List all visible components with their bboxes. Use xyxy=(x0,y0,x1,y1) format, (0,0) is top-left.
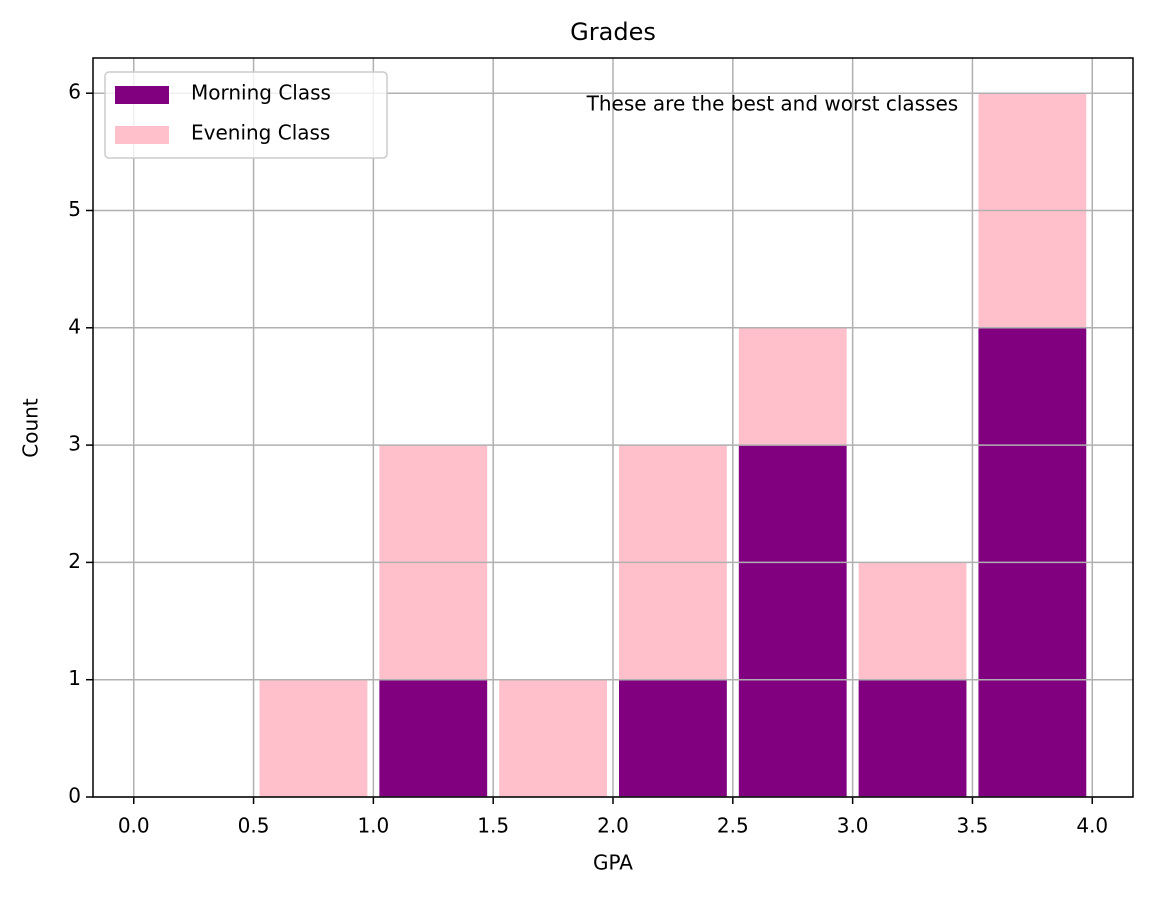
legend-swatch xyxy=(115,126,169,144)
legend-label: Morning Class xyxy=(191,81,331,105)
legend-box xyxy=(104,71,388,159)
y-tick-label: 6 xyxy=(68,80,81,104)
x-tick-label: 3.5 xyxy=(957,814,989,838)
x-tick-label: 1.5 xyxy=(477,814,509,838)
x-tick-label: 2.0 xyxy=(597,814,629,838)
plot-frame xyxy=(92,57,1134,798)
y-tick-label: 3 xyxy=(68,432,81,456)
bar xyxy=(858,562,967,680)
bar xyxy=(738,445,847,797)
y-tick-label: 1 xyxy=(68,666,81,690)
annotation: These are the best and worst classes xyxy=(586,91,959,115)
x-tick-label: 0.5 xyxy=(238,814,270,838)
bar xyxy=(858,679,967,797)
chart-title: Grades xyxy=(570,18,656,46)
x-axis-label: GPA xyxy=(593,851,633,875)
x-tick-label: 1.0 xyxy=(357,814,389,838)
y-axis-label: Count xyxy=(19,398,43,458)
y-tick-label: 5 xyxy=(68,197,81,221)
x-tick-label: 0.0 xyxy=(118,814,150,838)
x-tick-label: 4.0 xyxy=(1076,814,1108,838)
x-tick-label: 3.0 xyxy=(837,814,869,838)
y-tick-label: 0 xyxy=(68,784,81,808)
bar xyxy=(499,679,608,797)
x-tick-label: 2.5 xyxy=(717,814,749,838)
bar xyxy=(379,679,488,797)
legend-label: Evening Class xyxy=(191,121,330,145)
y-tick-label: 2 xyxy=(68,549,81,573)
bar xyxy=(618,679,727,797)
bar xyxy=(738,327,847,446)
y-tick-label: 4 xyxy=(68,314,81,338)
bar xyxy=(259,679,368,797)
legend-swatch xyxy=(115,86,169,104)
